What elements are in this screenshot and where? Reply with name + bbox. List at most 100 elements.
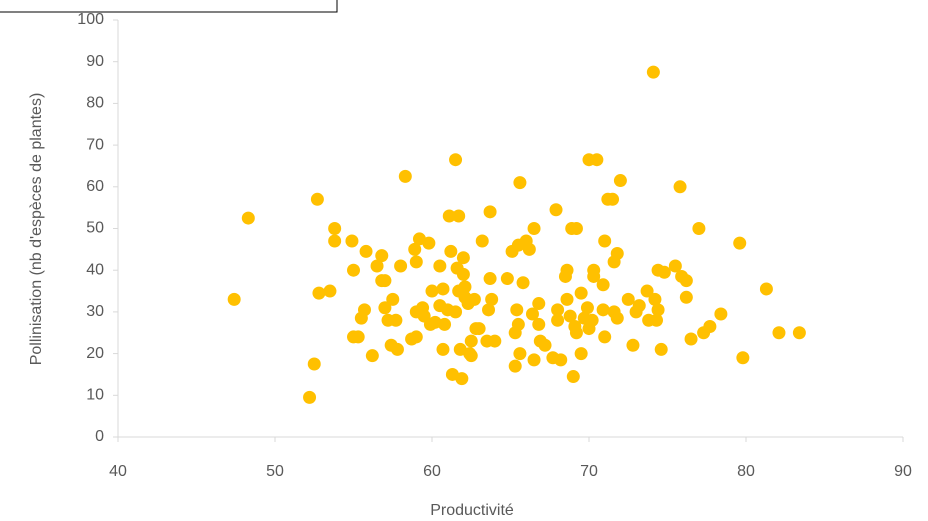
point [733,236,747,250]
point [394,259,408,273]
point [511,317,525,331]
point [475,234,489,248]
point [345,234,359,248]
point [626,338,640,352]
point [621,292,635,306]
y-tick-label: 20 [86,345,104,362]
point [485,292,499,306]
point [458,280,472,294]
point [347,263,360,277]
point [378,301,392,315]
point [398,169,412,183]
point [241,211,255,225]
point [668,259,682,273]
point [483,205,497,219]
point [632,299,646,313]
point [596,278,610,292]
point [464,334,478,348]
point [569,326,583,340]
y-tick-label: 30 [86,303,104,320]
y-tick-label: 10 [86,387,104,404]
point [442,209,456,223]
point [651,303,665,317]
y-tick-label: 50 [86,220,104,237]
point [386,292,400,306]
point [538,338,552,352]
point [455,372,469,386]
point [323,284,337,298]
point [482,303,496,317]
point [409,330,423,344]
point [606,192,620,206]
point [792,326,806,340]
point [640,284,654,298]
point [307,357,321,371]
point [613,174,627,188]
point [456,251,470,265]
x-tick-label: 70 [580,463,598,480]
point [409,255,423,269]
point [425,284,439,298]
point [759,282,773,296]
point [357,303,371,317]
point [654,342,668,356]
frame-fragment [0,0,338,13]
point [736,351,750,365]
x-axis-label: Productivité [430,502,514,519]
point [438,317,452,331]
point [436,342,450,356]
point [456,267,470,281]
point [560,292,574,306]
point [714,307,728,321]
point [551,303,565,317]
point [444,244,458,258]
point [580,301,594,315]
point [449,305,463,319]
point [310,192,324,206]
x-tick-label: 50 [266,463,284,480]
point [566,370,580,384]
point [389,313,403,327]
point [574,286,588,300]
point [648,292,662,306]
point [464,349,478,363]
point [370,259,384,273]
point [679,274,693,288]
point [472,322,486,336]
x-tick-label: 40 [109,463,127,480]
point [449,153,463,167]
point [532,317,546,331]
point [569,222,583,235]
y-tick-label: 100 [77,11,104,28]
point [365,349,379,363]
point [525,307,539,321]
point [359,244,373,258]
point [692,222,706,235]
point [488,334,502,348]
point [378,274,392,288]
point [527,353,541,367]
point [527,222,541,235]
point [422,236,436,250]
point [551,313,565,327]
point [532,297,546,311]
point [673,180,687,194]
point [590,153,604,167]
point [585,313,599,327]
point [433,259,447,273]
point [679,290,693,304]
point [328,234,342,248]
point [560,263,574,277]
point [508,359,522,373]
point [650,313,664,327]
point [657,265,671,279]
point [598,330,612,344]
point [513,347,527,361]
y-tick-label: 40 [86,261,104,278]
x-tick-label: 90 [894,463,912,480]
point [436,282,450,296]
x-tick-label: 60 [423,463,441,480]
point [375,249,389,263]
point [516,276,530,290]
